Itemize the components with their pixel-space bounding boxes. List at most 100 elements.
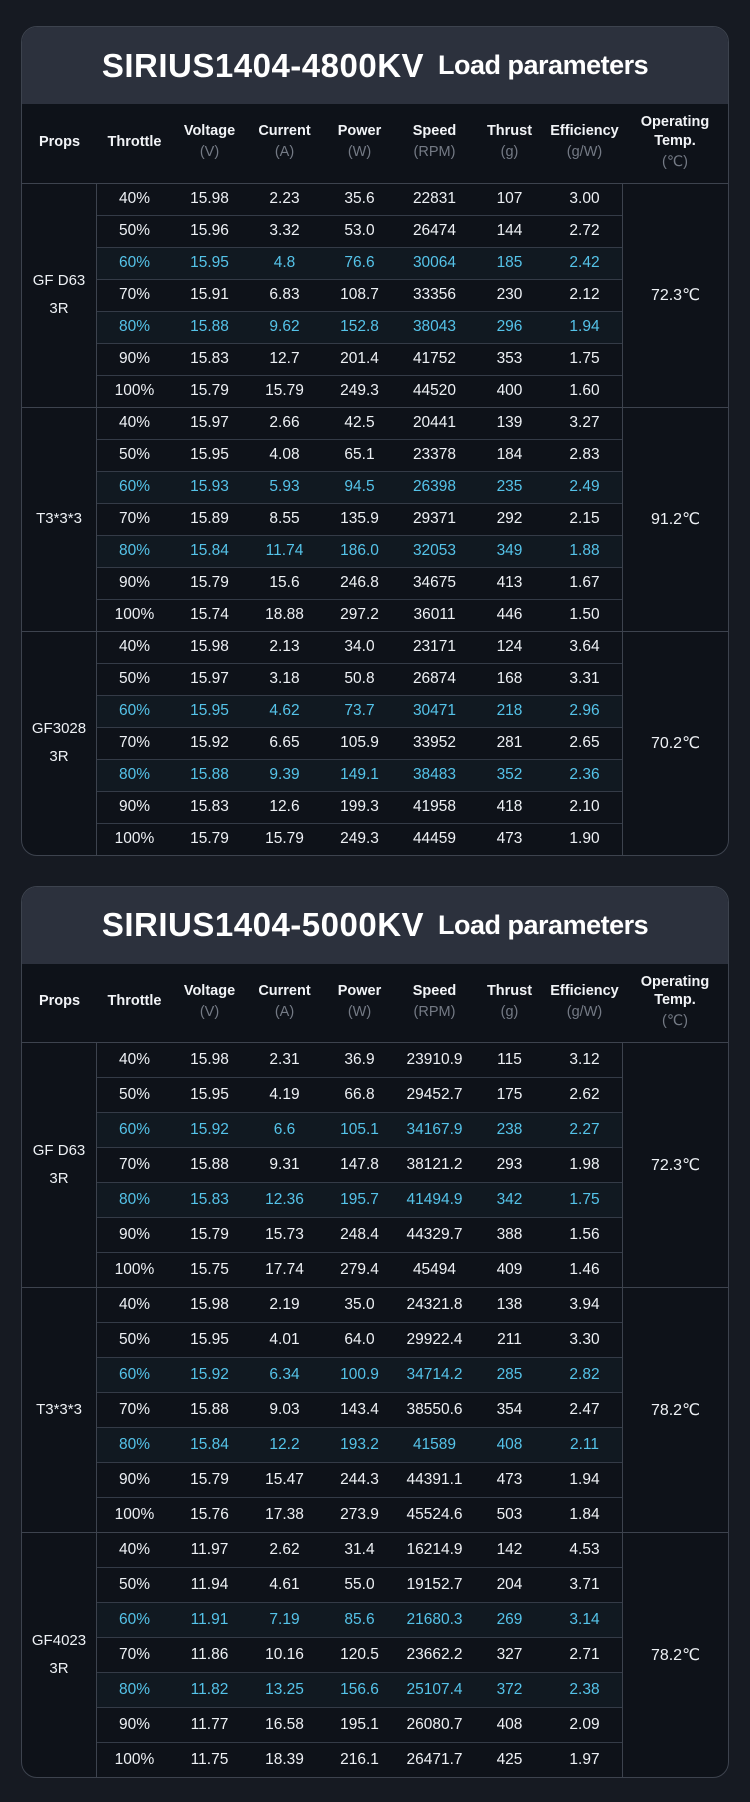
throttle-cell: 80% — [97, 1672, 172, 1708]
column-header: Power (W) — [322, 122, 397, 162]
prop-cell: T3*3*3 — [22, 1288, 97, 1533]
value-cell: 4.01 — [247, 1322, 322, 1357]
value-cell: 184 — [472, 438, 547, 471]
column-label: Thrust — [486, 123, 533, 140]
card-title-bar: SIRIUS1404-4800KV Load parameters — [22, 27, 728, 104]
value-cell: 473 — [472, 1462, 547, 1497]
value-cell: 94.5 — [322, 470, 397, 503]
value-cell: 11.75 — [172, 1742, 247, 1777]
value-cell: 20441 — [412, 414, 457, 432]
value-cell: 285 — [472, 1357, 547, 1393]
model-name: SIRIUS1404-5000KV — [101, 906, 425, 944]
column-label: Current — [258, 982, 311, 999]
value-cell: 15.83 — [172, 342, 247, 375]
value-cell: 327 — [472, 1637, 547, 1672]
value-cell: 503 — [472, 1497, 547, 1532]
value-cell: 1.97 — [547, 1742, 622, 1777]
value-cell: 23378 — [397, 438, 472, 471]
throttle-cell: 90% — [97, 342, 172, 375]
value-cell: 293 — [472, 1147, 547, 1182]
value-cell: 2.62 — [269, 1541, 300, 1559]
throttle-cell: 70% — [97, 502, 172, 535]
value-cell: 353 — [472, 342, 547, 375]
column-header: Throttle — [97, 992, 172, 1011]
prop-cell: T3*3*3 — [22, 407, 97, 631]
value-cell: 15.95 — [172, 246, 247, 279]
throttle-cell: 100% — [97, 1742, 172, 1777]
value-cell: 21680.3 — [397, 1602, 472, 1638]
value-cell: 2.12 — [547, 278, 622, 311]
value-cell: 26874 — [397, 662, 472, 695]
value-cell: 12.36 — [247, 1182, 322, 1218]
value-cell: 1.94 — [547, 310, 622, 343]
prop-cell: GF D63 3R — [22, 1043, 97, 1288]
throttle-cell: 70% — [97, 1637, 172, 1672]
value-cell: 44329.7 — [397, 1217, 472, 1252]
value-cell: 2.15 — [547, 502, 622, 535]
throttle-cell: 100% — [97, 822, 172, 855]
throttle-cell: 90% — [97, 790, 172, 823]
value-cell: 425 — [472, 1742, 547, 1777]
value-cell: 152.8 — [322, 310, 397, 343]
throttle-cell: 60% — [97, 1112, 172, 1148]
value-cell: 15.98 — [190, 638, 229, 656]
value-cell: 11.97 — [190, 1541, 229, 1559]
value-cell: 41494.9 — [397, 1182, 472, 1218]
value-cell: 15.91 — [172, 278, 247, 311]
value-cell: 2.23 — [269, 190, 300, 208]
column-header: Efficiency (g/W) — [547, 122, 622, 162]
prop-cell: GF4023 3R — [22, 1533, 97, 1778]
value-cell: 44459 — [397, 822, 472, 855]
value-cell: 50.8 — [322, 662, 397, 695]
value-cell: 15.83 — [172, 790, 247, 823]
value-cell: 34675 — [397, 566, 472, 599]
value-cell: 2.47 — [547, 1392, 622, 1427]
value-cell: 26080.7 — [397, 1707, 472, 1742]
value-cell: 15.93 — [172, 470, 247, 503]
value-cell: 195.1 — [322, 1707, 397, 1742]
value-cell: 11.82 — [172, 1672, 247, 1708]
value-cell: 44520 — [397, 374, 472, 407]
value-cell: 3.27 — [569, 414, 600, 432]
column-unit: (℃) — [662, 153, 688, 170]
value-cell: 32053 — [397, 534, 472, 567]
operating-temp-cell: 78.2℃ — [622, 1288, 728, 1533]
value-cell: 53.0 — [322, 214, 397, 247]
value-cell: 1.90 — [547, 822, 622, 855]
value-cell: 408 — [472, 1427, 547, 1463]
value-cell: 16.58 — [247, 1707, 322, 1742]
value-cell: 23910.9 — [406, 1051, 463, 1069]
value-cell: 2.11 — [547, 1427, 622, 1463]
value-cell: 3.32 — [247, 214, 322, 247]
value-cell: 17.74 — [247, 1252, 322, 1287]
value-cell: 15.95 — [172, 438, 247, 471]
operating-temp-cell: 70.2℃ — [622, 631, 728, 855]
value-cell: 18.88 — [247, 598, 322, 631]
column-header: Voltage (V) — [172, 982, 247, 1022]
value-cell: 246.8 — [322, 566, 397, 599]
value-cell: 8.55 — [247, 502, 322, 535]
value-cell: 41752 — [397, 342, 472, 375]
value-cell: 168 — [472, 662, 547, 695]
value-cell: 139 — [496, 414, 523, 432]
throttle-cell: 60% — [97, 1602, 172, 1638]
load-parameters-card: SIRIUS1404-4800KV Load parameters Props … — [21, 26, 729, 856]
value-cell: 15.74 — [172, 598, 247, 631]
value-cell: 186.0 — [322, 534, 397, 567]
throttle-cell: 50% — [97, 1567, 172, 1602]
value-cell: 15.92 — [172, 1112, 247, 1148]
model-name: SIRIUS1404-4800KV — [101, 46, 425, 84]
value-cell: 281 — [472, 726, 547, 759]
value-cell: 388 — [472, 1217, 547, 1252]
value-cell: 413 — [472, 566, 547, 599]
value-cell: 216.1 — [322, 1742, 397, 1777]
throttle-cell: 50% — [97, 1077, 172, 1112]
column-unit: (W) — [347, 1003, 372, 1020]
value-cell: 11.94 — [172, 1567, 247, 1602]
value-cell: 29371 — [397, 502, 472, 535]
column-unit: (g) — [500, 144, 519, 161]
throttle-cell: 60% — [97, 1357, 172, 1393]
value-cell: 1.67 — [547, 566, 622, 599]
prop-group: T3*3*3 40% 15.98 2.19 35.0 24321.8 138 3.94 50% 1… — [22, 1287, 728, 1533]
value-cell: 15.79 — [247, 822, 322, 855]
